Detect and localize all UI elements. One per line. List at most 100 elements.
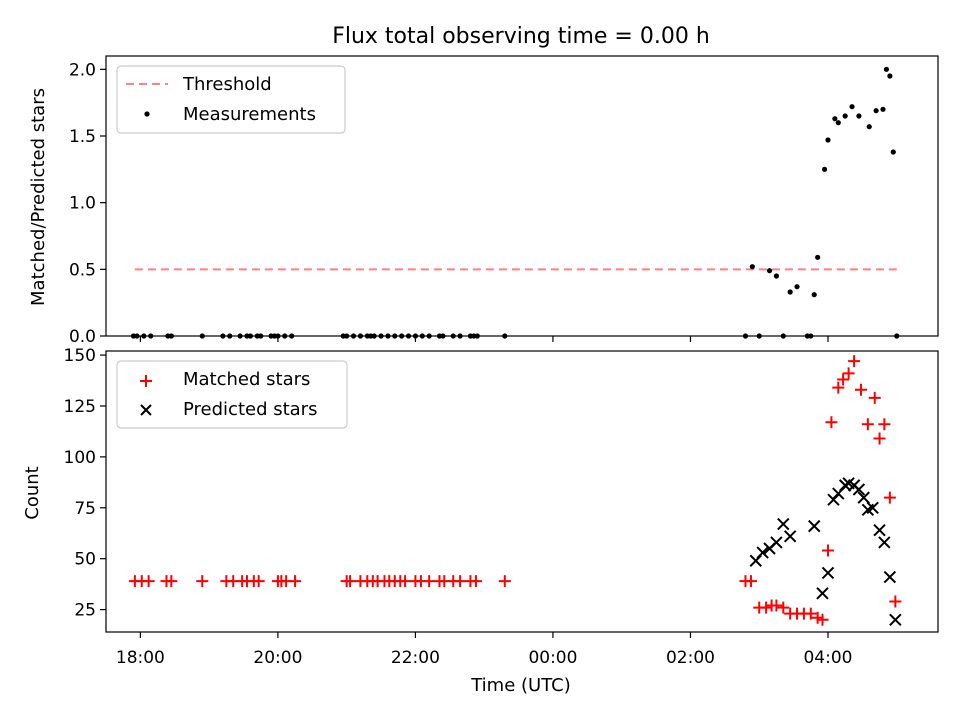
measurement-point — [258, 333, 264, 339]
bottom-y-ticks: 25 50 75 100 125 150 — [64, 346, 106, 621]
matched-star-point — [760, 601, 773, 614]
top-y-tick-label: 0.5 — [69, 260, 96, 280]
measurement-point — [419, 333, 425, 339]
matched-stars-points — [128, 355, 902, 626]
legend-matched-swatch — [140, 375, 152, 387]
measurement-point — [378, 333, 384, 339]
predicted-star-point — [857, 491, 870, 504]
measurement-point — [780, 333, 786, 339]
x-tick-label: 18:00 — [116, 648, 165, 668]
measurement-point — [344, 333, 350, 339]
x-axis-label: Time (UTC) — [470, 675, 571, 696]
predicted-star-point — [873, 523, 886, 537]
measurement-point — [773, 273, 780, 279]
measurement-point — [426, 333, 432, 339]
matched-star-point — [804, 607, 817, 620]
measurement-point — [883, 66, 890, 72]
measurement-point — [887, 73, 893, 79]
matched-star-point — [825, 416, 838, 429]
measurement-point — [199, 333, 205, 339]
measurement-point — [794, 284, 800, 290]
measurement-point — [405, 333, 412, 339]
predicted-star-point — [821, 566, 835, 580]
x-tick-label: 22:00 — [391, 648, 440, 668]
bottom-axes-frame — [105, 350, 939, 633]
predicted-star-point — [756, 546, 769, 559]
measurement-point — [168, 333, 174, 339]
matched-star-point — [837, 373, 850, 386]
measurement-point — [275, 333, 281, 339]
measurement-point — [756, 333, 762, 339]
measurement-point — [856, 113, 862, 119]
measurement-point — [502, 333, 508, 339]
bottom-y-tick-label: 75 — [74, 499, 96, 519]
matched-star-point — [883, 491, 896, 504]
matched-star-point — [861, 418, 874, 431]
matched-star-point — [165, 575, 178, 588]
x-tick-label: 04:00 — [803, 648, 852, 668]
top-y-tick-label: 1.5 — [69, 127, 96, 147]
measurement-point — [835, 120, 841, 126]
measurement-point — [440, 333, 446, 339]
bottom-y-tick-label: 100 — [64, 448, 96, 468]
measurement-point — [392, 333, 398, 339]
measurement-point — [227, 333, 233, 339]
predicted-star-point — [777, 517, 790, 531]
measurement-point — [141, 333, 147, 339]
matched-star-point — [289, 575, 302, 588]
matched-star-point — [878, 418, 891, 431]
measurement-points — [130, 66, 900, 339]
top-y-tick-label: 2.0 — [69, 60, 96, 80]
predicted-star-point — [783, 530, 797, 543]
matched-star-point — [196, 575, 209, 588]
predicted-star-point — [808, 519, 821, 533]
measurement-point — [894, 333, 900, 339]
bottom-legend: Matched stars Predicted stars — [116, 360, 348, 429]
matched-star-point — [469, 575, 482, 588]
measurement-point — [289, 333, 295, 339]
predicted-star-point — [889, 613, 902, 626]
measurement-point — [890, 149, 896, 155]
predicted-star-point — [816, 587, 829, 600]
matched-star-point — [399, 575, 412, 588]
measurement-point — [134, 333, 140, 339]
measurement-point — [811, 292, 817, 298]
legend-measurements-swatch — [144, 111, 150, 117]
predicted-star-point — [866, 501, 879, 514]
x-tick-label: 02:00 — [666, 648, 715, 668]
bottom-y-tick-label: 125 — [64, 397, 96, 417]
matched-star-point — [842, 367, 855, 380]
top-y-axis-label: Matched/Predicted stars — [28, 88, 49, 306]
legend-threshold-label: Threshold — [182, 74, 272, 95]
top-panel: 0.00.51.01.52.0 Matched/Predicted stars … — [28, 55, 939, 347]
measurement-point — [457, 333, 463, 339]
top-axes-frame — [105, 55, 939, 337]
matched-star-point — [252, 575, 265, 588]
bottom-y-tick-label: 50 — [74, 550, 96, 570]
matched-star-point — [777, 601, 790, 614]
measurement-point — [825, 137, 831, 143]
matched-star-point — [454, 575, 467, 588]
measurement-point — [399, 333, 405, 339]
legend-predicted-swatch — [140, 404, 152, 416]
bottom-x-ticks: 18:00 20:00 22:00 00:00 02:00 04:00 — [116, 632, 852, 668]
legend-predicted-label: Predicted stars — [183, 399, 317, 420]
measurement-point — [237, 333, 243, 339]
matched-star-point — [344, 575, 357, 588]
matched-star-point — [873, 432, 886, 445]
matched-star-point — [423, 575, 436, 588]
measurement-point — [282, 333, 288, 339]
measurement-point — [815, 254, 821, 260]
predicted-star-point — [883, 570, 897, 584]
predicted-stars-points — [749, 477, 902, 626]
measurement-point — [148, 333, 154, 339]
matched-star-point — [848, 355, 861, 368]
measurement-point — [749, 264, 755, 270]
measurement-point — [357, 333, 364, 339]
legend-matched-label: Matched stars — [183, 369, 310, 390]
measurement-point — [412, 333, 419, 339]
top-legend-box — [116, 65, 346, 134]
x-tick-label: 20:00 — [253, 648, 302, 668]
x-tick-label: 00:00 — [528, 648, 577, 668]
